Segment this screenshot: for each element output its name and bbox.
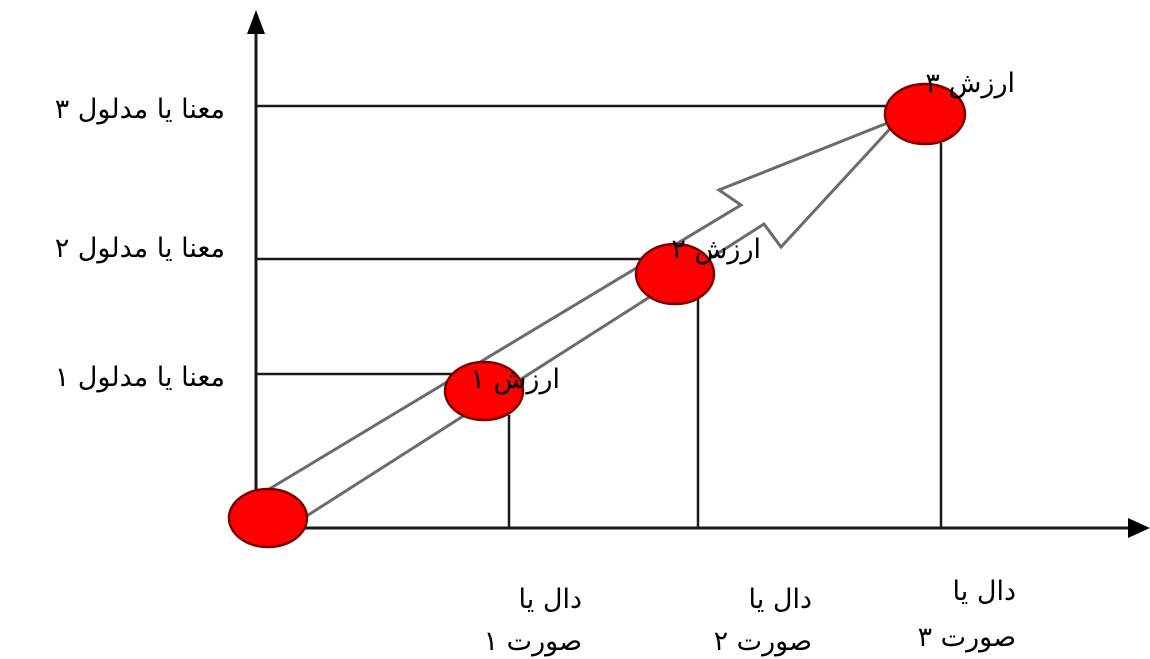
- value-label-2: ارزش ۲: [671, 234, 761, 265]
- y-axis-arrow-icon: [247, 10, 265, 34]
- signifier-label-2-line1: دال یا: [749, 584, 812, 615]
- value-node-3: [883, 82, 967, 146]
- signifier-label-3-line1: دال یا: [953, 576, 1016, 607]
- signifier-label-1-line1: دال یا: [519, 584, 582, 615]
- meaning-label-1: معنا یا مدلول ۱: [55, 362, 225, 393]
- meaning-label-3: معنا یا مدلول ۳: [55, 94, 225, 125]
- signifier-label-3-line2: صورت ۳: [918, 622, 1016, 653]
- meaning-label-2: معنا یا مدلول ۲: [55, 233, 225, 264]
- signifier-label-2-line2: صورت ۲: [714, 626, 812, 657]
- origin-node: [227, 487, 309, 549]
- progression-arrow: [253, 116, 902, 536]
- value-node-2: [634, 242, 716, 306]
- x-axis-arrow-icon: [1128, 518, 1150, 538]
- signifier-label-1-line2: صورت ۱: [484, 626, 582, 657]
- value-label-3: ارزش ۳: [925, 68, 1015, 99]
- value-label-1: ارزش ۱: [470, 364, 560, 395]
- value-node-1: [443, 360, 525, 422]
